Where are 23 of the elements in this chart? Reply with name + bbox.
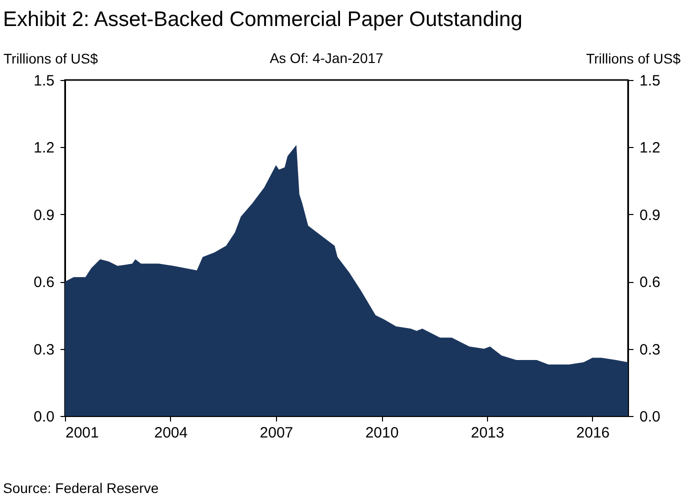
y-axis-title: Trillions of US$ [4, 50, 98, 66]
y2-tick-label: 0.9 [640, 206, 660, 224]
x-tick-label: 2004 [154, 424, 188, 442]
y-tick-label: 0.6 [34, 274, 54, 292]
y2-tick-label: 1.2 [640, 140, 660, 157]
y2-tick-label: 0.6 [640, 274, 660, 292]
y-tick-label: 0.3 [34, 341, 54, 358]
y2-tick-label: 0.0 [640, 408, 660, 426]
y2-axis-title: Trillions of US$ [586, 50, 681, 66]
y2-tick-label: 0.3 [640, 341, 660, 358]
chart-subtitle: As Of: 4-Jan-2017 [270, 50, 384, 66]
x-tick-label: 2010 [365, 424, 399, 442]
x-tick-label: 2016 [576, 424, 610, 442]
x-tick-label: 2001 [66, 424, 99, 442]
y-tick-label: 1.5 [34, 72, 54, 90]
y-tick-label: 0.9 [34, 206, 54, 224]
source-note: Source: Federal Reserve [3, 480, 159, 496]
x-tick-label: 2007 [260, 424, 294, 442]
y2-tick-label: 1.5 [640, 72, 660, 90]
chart-title: Exhibit 2: Asset-Backed Commercial Paper Outstanding [3, 8, 522, 31]
y-tick-label: 0.0 [34, 408, 54, 426]
y-tick-label: 1.2 [34, 140, 54, 157]
x-tick-label: 2013 [470, 424, 504, 442]
